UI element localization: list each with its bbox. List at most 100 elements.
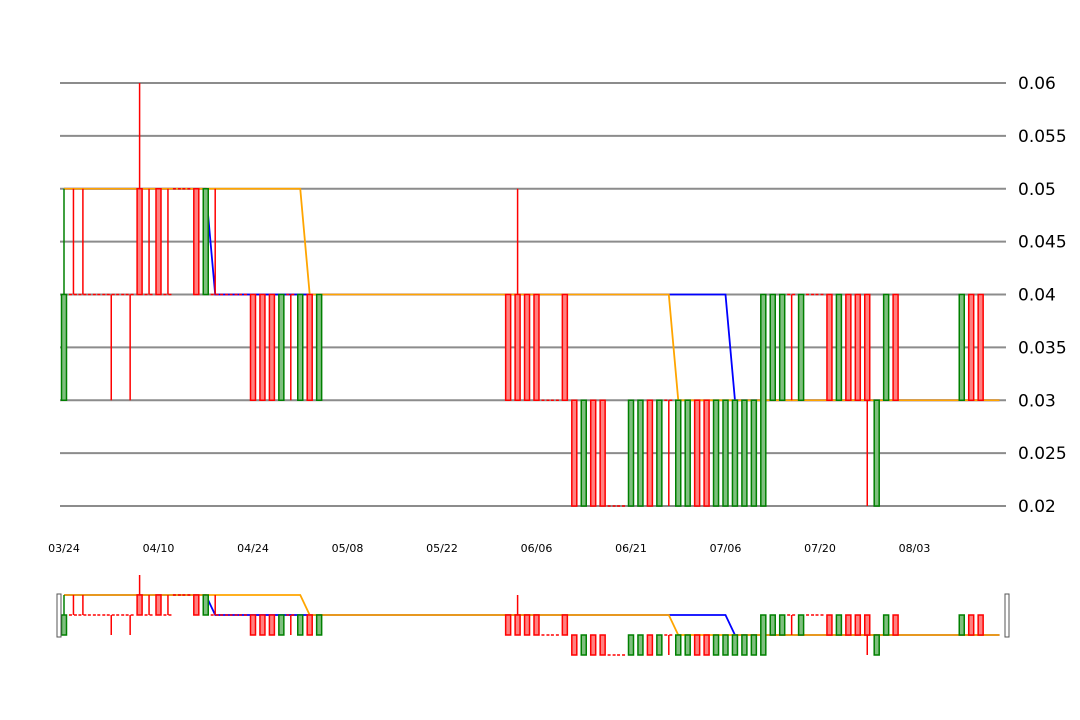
candle-body [797, 293, 805, 401]
navigator-candle-body [580, 634, 587, 656]
x-tick-label: 07/20 [804, 542, 836, 555]
candle-body [741, 399, 748, 507]
candle-body [854, 293, 862, 401]
navigator-candle-body [958, 614, 965, 636]
candle-body [60, 293, 68, 401]
y-tick-label: 0.045 [1018, 233, 1067, 253]
navigator-candle-body [703, 634, 710, 656]
y-tick-label: 0.04 [1018, 286, 1056, 306]
navigator-candle-body [977, 614, 984, 636]
navigator-candle-body [873, 634, 880, 656]
candle-body [268, 293, 276, 401]
x-tick-label: 07/06 [710, 542, 742, 555]
candle-body [760, 293, 767, 507]
candle-body [892, 293, 899, 401]
navigator-candle-body [892, 614, 899, 636]
navigator-candle-body [845, 614, 852, 636]
x-tick-label: 06/21 [615, 542, 647, 555]
navigator-candle-body [646, 634, 654, 656]
y-tick-label: 0.035 [1018, 338, 1067, 358]
candle-body [750, 399, 758, 507]
navigator-candle-body [306, 614, 313, 636]
navigator-right-handle[interactable] [1004, 593, 1010, 638]
navigator-candle-body [297, 614, 304, 636]
navigator-candle-body [693, 634, 701, 656]
candle-body [958, 293, 965, 401]
x-axis-ticks: 03/24 04/10 04/24 05/08 05/22 06/06 06/21 07/06… [48, 542, 930, 555]
x-tick-label: 05/08 [332, 542, 364, 555]
navigator-candle-body [202, 594, 209, 616]
candle-body [646, 399, 654, 507]
candle-body [561, 293, 569, 401]
navigator-candle-body [627, 634, 635, 656]
candle-body [627, 399, 635, 507]
candle-body [504, 293, 512, 401]
candle-body [533, 293, 540, 401]
candle-body [684, 399, 691, 507]
candle-body [571, 399, 578, 507]
navigator-candle-body [854, 614, 862, 636]
candle-body [675, 399, 682, 507]
candle-body [703, 399, 710, 507]
navigator-candle-body [797, 614, 805, 636]
y-tick-label: 0.055 [1018, 127, 1067, 147]
candle-body [580, 399, 587, 507]
candle-body [826, 293, 833, 401]
candle-body [193, 188, 200, 296]
navigator-candle-body [760, 614, 767, 656]
navigator-candle-body [731, 634, 739, 656]
navigator-candle-body [504, 614, 512, 636]
candle-body [637, 399, 644, 507]
navigator-candle-body [826, 614, 833, 636]
candle-body [306, 293, 313, 401]
candle-body [693, 399, 701, 507]
navigator-candle-body [278, 614, 285, 636]
candle-body [136, 188, 143, 296]
candle-body [977, 293, 984, 401]
navigator-candle-body [571, 634, 578, 656]
candle-body [249, 293, 257, 401]
range-navigator[interactable] [56, 575, 1010, 656]
navigator-candle-body [561, 614, 569, 636]
x-tick-label: 04/24 [237, 542, 269, 555]
navigator-candle-body [835, 614, 843, 636]
x-tick-label: 03/24 [48, 542, 80, 555]
navigator-candle-body [315, 614, 323, 636]
candle-body [845, 293, 852, 401]
navigator-candle-body [778, 614, 786, 636]
candle-body [835, 293, 843, 401]
candle-body [769, 293, 776, 401]
candle-body [712, 399, 720, 507]
navigator-candle-body [155, 594, 162, 616]
navigator-left-handle[interactable] [56, 593, 62, 638]
navigator-candle-body [722, 634, 729, 656]
navigator-candle-body [193, 594, 200, 616]
navigator-candle-body [259, 614, 266, 636]
navigator-candle-body [882, 614, 890, 636]
candle-body [278, 293, 285, 401]
navigator-candle-body [523, 614, 531, 636]
y-tick-label: 0.05 [1018, 180, 1056, 200]
navigator-candle-body [864, 614, 871, 636]
candle-body [589, 399, 597, 507]
candle-body [873, 399, 880, 507]
candle-body [731, 399, 739, 507]
navigator-candle-body [967, 614, 975, 636]
candle-body [315, 293, 323, 401]
y-tick-label: 0.03 [1018, 391, 1056, 411]
navigator-candle-body [741, 634, 748, 656]
candle-body [778, 293, 786, 401]
navigator-candle-body [637, 634, 644, 656]
navigator-candle-body [656, 634, 663, 656]
navigator-candle-body [750, 634, 758, 656]
x-tick-label: 04/10 [143, 542, 175, 555]
candle-body [599, 399, 606, 507]
candle-body [722, 399, 729, 507]
navigator-candle-body [599, 634, 606, 656]
navigator-candle-body [589, 634, 597, 656]
navigator-candle-body [675, 634, 682, 656]
navigator-candle-body [684, 634, 691, 656]
x-tick-label: 06/06 [521, 542, 553, 555]
y-axis-ticks: 0.06 0.055 0.05 0.045 0.04 0.035 0.03 0.025 0.02 [1018, 74, 1067, 517]
candle-body [297, 293, 304, 401]
